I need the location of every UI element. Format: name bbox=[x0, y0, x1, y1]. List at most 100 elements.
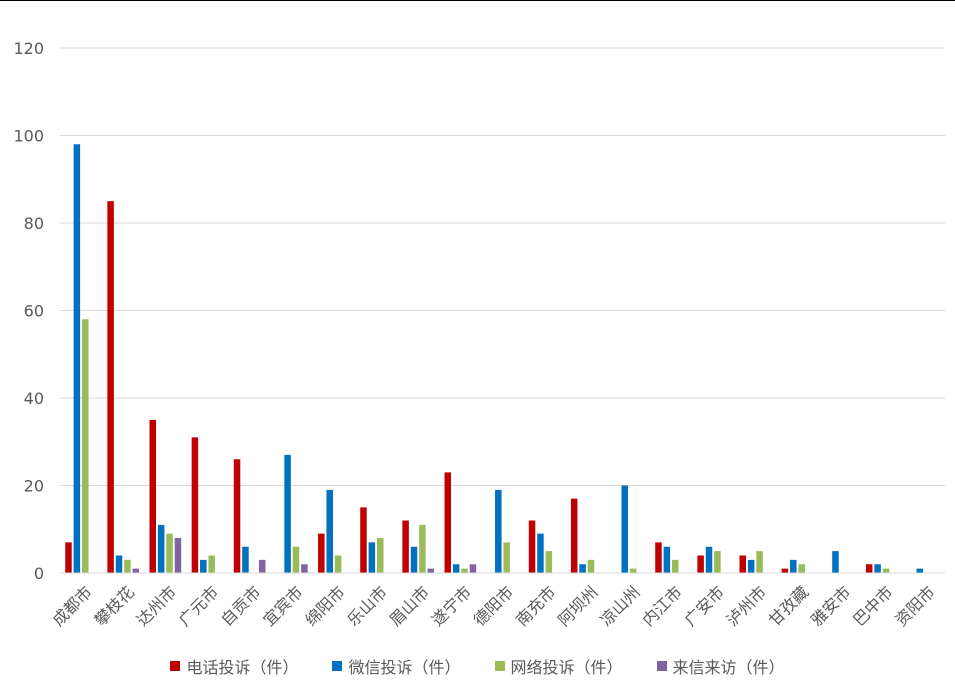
legend: 电话投诉（件） 微信投诉（件） 网络投诉（件） 来信来访（件） bbox=[0, 654, 955, 678]
bar bbox=[233, 459, 241, 573]
x-category-label: 资阳市 bbox=[891, 582, 938, 629]
y-axis-ticks: 0 20 40 60 80 100 120 bbox=[13, 39, 44, 583]
bar bbox=[629, 568, 637, 573]
y-tick-label: 120 bbox=[13, 39, 44, 58]
bar bbox=[124, 559, 131, 573]
bar bbox=[832, 551, 839, 573]
bar bbox=[73, 144, 81, 573]
x-category-label: 攀枝花 bbox=[91, 582, 138, 629]
bar bbox=[798, 564, 805, 573]
x-category-label: 泸州市 bbox=[723, 582, 770, 629]
bar bbox=[427, 568, 435, 573]
legend-swatch bbox=[656, 661, 667, 671]
bar bbox=[545, 551, 553, 573]
bar bbox=[258, 559, 266, 573]
x-category-label: 遂宁市 bbox=[428, 582, 475, 629]
bar bbox=[469, 564, 477, 573]
bar bbox=[377, 538, 384, 573]
bar bbox=[621, 485, 628, 573]
bar bbox=[865, 564, 873, 573]
bar bbox=[65, 542, 72, 573]
legend-swatch bbox=[332, 661, 343, 671]
x-category-label: 绵阳市 bbox=[301, 582, 348, 629]
bar bbox=[452, 564, 460, 573]
x-axis-category-labels: 成都市攀枝花达州市广元市自贡市宜宾市绵阳市乐山市眉山市遂宁市德阳市南充市阿坝州凉… bbox=[49, 582, 939, 629]
legend-label: 微信投诉（件） bbox=[348, 658, 461, 677]
legend-item-phone: 电话投诉（件） bbox=[170, 654, 298, 678]
legend-item-web: 网络投诉（件） bbox=[494, 654, 623, 678]
bars bbox=[65, 144, 923, 573]
legend-swatch bbox=[170, 661, 181, 671]
y-tick-label: 0 bbox=[34, 564, 44, 583]
bar bbox=[790, 559, 797, 573]
bar bbox=[149, 419, 157, 573]
legend-label: 网络投诉（件） bbox=[510, 658, 623, 677]
bar bbox=[157, 524, 165, 573]
bar bbox=[115, 555, 123, 573]
bar bbox=[528, 520, 536, 573]
bar bbox=[655, 542, 662, 573]
bar bbox=[444, 472, 452, 573]
bar bbox=[570, 498, 578, 573]
bar bbox=[916, 568, 923, 573]
bar bbox=[301, 564, 308, 573]
x-category-label: 广元市 bbox=[175, 582, 222, 629]
bar bbox=[318, 533, 325, 573]
bar bbox=[107, 201, 114, 573]
x-category-label: 雅安市 bbox=[807, 582, 854, 629]
y-tick-label: 80 bbox=[24, 214, 44, 233]
bar bbox=[208, 555, 215, 573]
bar bbox=[705, 546, 713, 573]
bar bbox=[739, 555, 747, 573]
bar bbox=[587, 559, 595, 573]
x-category-label: 成都市 bbox=[49, 582, 96, 629]
bar bbox=[882, 568, 890, 573]
bar bbox=[334, 555, 342, 573]
bar bbox=[781, 568, 789, 573]
x-category-label: 广安市 bbox=[681, 582, 728, 629]
bar bbox=[874, 564, 881, 573]
x-category-label: 乐山市 bbox=[344, 582, 391, 629]
bar bbox=[284, 454, 291, 573]
bar bbox=[697, 555, 704, 573]
x-category-label: 阿坝州 bbox=[554, 582, 601, 629]
bar bbox=[503, 542, 510, 573]
legend-item-wechat: 微信投诉（件） bbox=[332, 654, 461, 678]
bar bbox=[132, 568, 140, 573]
bar bbox=[663, 546, 671, 573]
y-tick-label: 40 bbox=[24, 389, 44, 408]
bar bbox=[191, 437, 199, 573]
bar bbox=[714, 551, 721, 573]
x-category-label: 眉山市 bbox=[386, 582, 433, 629]
bar bbox=[419, 524, 426, 573]
legend-item-letter: 来信来访（件） bbox=[656, 654, 785, 678]
bar bbox=[495, 489, 502, 573]
bar bbox=[579, 564, 586, 573]
bar bbox=[242, 546, 249, 573]
bar bbox=[292, 546, 300, 573]
bar bbox=[360, 507, 367, 573]
bar bbox=[402, 520, 409, 573]
bar bbox=[368, 542, 376, 573]
bar bbox=[747, 559, 755, 573]
x-category-label: 凉山州 bbox=[596, 582, 643, 629]
bar bbox=[537, 533, 544, 573]
x-category-label: 南充市 bbox=[512, 582, 559, 629]
x-category-label: 达州市 bbox=[133, 582, 180, 629]
bar bbox=[166, 533, 173, 573]
y-tick-label: 100 bbox=[13, 127, 44, 146]
legend-swatch bbox=[494, 661, 505, 671]
x-category-label: 宜宾市 bbox=[259, 582, 306, 629]
x-category-label: 自贡市 bbox=[217, 582, 264, 629]
y-tick-label: 20 bbox=[24, 477, 44, 496]
y-tick-label: 60 bbox=[24, 302, 44, 321]
bar bbox=[672, 559, 679, 573]
legend-label: 来信来访（件） bbox=[672, 658, 785, 677]
bar bbox=[82, 319, 89, 573]
x-category-label: 甘孜藏 bbox=[765, 582, 812, 629]
bar bbox=[461, 568, 468, 573]
gridlines bbox=[60, 47, 945, 486]
bar bbox=[200, 559, 207, 573]
